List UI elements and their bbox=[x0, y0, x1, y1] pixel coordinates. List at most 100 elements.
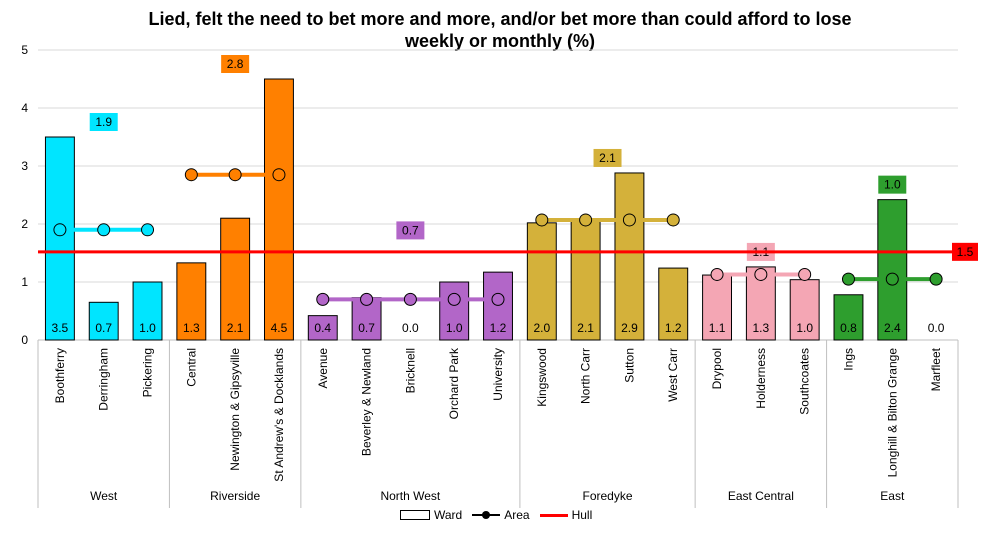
y-tick-label-1: 1 bbox=[21, 275, 28, 289]
hull-value-box bbox=[952, 242, 978, 261]
area-marker-2-0 bbox=[316, 292, 330, 306]
area-value-label-0: 1.9 bbox=[95, 115, 112, 129]
legend-ward-swatch bbox=[400, 510, 430, 520]
x-tick-label-4-2: Southcoates bbox=[798, 348, 812, 415]
bar-value-label-1-2: 4.5 bbox=[271, 321, 288, 335]
group-label-2: North West bbox=[380, 489, 440, 503]
bar-4-2 bbox=[789, 279, 820, 341]
legend-area-swatch bbox=[472, 510, 501, 520]
group-label-4: East Central bbox=[728, 489, 794, 503]
bar-value-label-2-4: 1.2 bbox=[490, 321, 507, 335]
area-value-label-5: 1.0 bbox=[884, 178, 901, 192]
x-tick-label-3-2: Sutton bbox=[622, 348, 636, 383]
area-marker-3-2 bbox=[622, 213, 636, 227]
area-marker-5-1 bbox=[885, 272, 899, 286]
x-tick-label-5-2: Marfleet bbox=[929, 347, 943, 391]
bar-value-label-2-2: 0.0 bbox=[402, 321, 419, 335]
bar-value-label-3-0: 2.0 bbox=[533, 321, 550, 335]
area-marker-2-1 bbox=[360, 292, 374, 306]
area-value-label-2: 0.7 bbox=[402, 223, 419, 237]
area-value-box-2 bbox=[396, 221, 425, 240]
area-marker-3-1 bbox=[579, 213, 593, 227]
bar-value-label-0-2: 1.0 bbox=[139, 321, 156, 335]
area-value-label-3: 2.1 bbox=[599, 151, 616, 165]
bar-1-0 bbox=[176, 262, 207, 341]
bar-value-label-5-2: 0.0 bbox=[928, 321, 945, 335]
x-tick-label-2-4: University bbox=[491, 348, 505, 401]
legend-ward-label: Ward bbox=[434, 508, 463, 522]
bar-value-label-1-0: 1.3 bbox=[183, 321, 200, 335]
area-marker-5-0 bbox=[841, 272, 855, 286]
x-tick-label-0-2: Pickering bbox=[141, 348, 155, 397]
area-value-box-0 bbox=[89, 113, 118, 131]
x-tick-label-3-3: West Carr bbox=[666, 348, 680, 402]
x-tick-label-3-0: Kingswood bbox=[535, 348, 549, 407]
bar-2-1 bbox=[351, 297, 382, 341]
x-tick-label-2-1: Beverley & Newland bbox=[360, 348, 374, 456]
bar-3-1 bbox=[570, 219, 601, 341]
area-value-box-1 bbox=[221, 55, 250, 73]
legend-hull-label: Hull bbox=[571, 508, 593, 522]
bar-value-label-1-1: 2.1 bbox=[227, 321, 244, 335]
area-marker-0-0 bbox=[53, 223, 67, 237]
legend-area-label: Area bbox=[504, 508, 530, 522]
x-tick-label-5-0: Ings bbox=[841, 348, 855, 371]
bar-3-3 bbox=[658, 267, 689, 341]
bar-2-3 bbox=[439, 281, 470, 341]
x-tick-label-4-1: Holderness bbox=[754, 348, 768, 409]
group-label-5: East bbox=[880, 489, 905, 503]
area-marker-1-1 bbox=[228, 168, 242, 182]
bar-value-label-3-1: 2.1 bbox=[577, 321, 594, 335]
x-tick-label-2-3: Orchard Park bbox=[447, 347, 461, 419]
x-tick-label-2-0: Avenue bbox=[316, 348, 330, 389]
bar-value-label-0-1: 0.7 bbox=[95, 321, 112, 335]
x-tick-label-3-1: North Carr bbox=[579, 348, 593, 404]
area-marker-5-2 bbox=[929, 272, 943, 286]
area-marker-4-1 bbox=[754, 267, 768, 281]
bar-value-label-0-0: 3.5 bbox=[52, 321, 69, 335]
bar-value-label-3-2: 2.9 bbox=[621, 321, 638, 335]
group-label-3: Foredyke bbox=[583, 489, 633, 503]
x-tick-label-2-2: Bricknell bbox=[403, 348, 417, 393]
area-marker-4-2 bbox=[798, 267, 812, 281]
area-marker-0-2 bbox=[141, 223, 155, 237]
legend-ward: Ward bbox=[400, 508, 462, 522]
bar-1-2 bbox=[263, 78, 294, 341]
bar-4-0 bbox=[702, 274, 733, 341]
bar-0-1 bbox=[88, 301, 119, 341]
group-label-0: West bbox=[90, 489, 118, 503]
chart-title: Lied, felt the need to bet more and more… bbox=[148, 9, 852, 51]
bar-2-4 bbox=[483, 271, 513, 341]
area-marker-2-3 bbox=[447, 292, 461, 306]
y-tick-label-4: 4 bbox=[21, 101, 28, 115]
y-tick-label-2: 2 bbox=[21, 217, 28, 231]
bar-2-0 bbox=[307, 315, 338, 341]
x-tick-label-1-1: Newington & Gipsyville bbox=[228, 348, 242, 471]
area-marker-0-1 bbox=[97, 223, 111, 237]
bar-value-label-4-1: 1.3 bbox=[753, 321, 770, 335]
bar-value-label-4-2: 1.0 bbox=[796, 321, 813, 335]
y-tick-label-5: 5 bbox=[21, 43, 28, 57]
legend-hull-swatch bbox=[539, 513, 568, 517]
legend-area: Area bbox=[472, 508, 530, 522]
x-tick-label-4-0: Drypool bbox=[710, 348, 724, 389]
y-tick-label-0: 0 bbox=[21, 333, 28, 347]
bar-3-0 bbox=[526, 222, 557, 341]
legend: Ward Area Hull bbox=[400, 508, 592, 522]
x-tick-label-5-1: Longhill & Bilton Grange bbox=[885, 348, 899, 478]
area-marker-3-0 bbox=[535, 213, 549, 227]
bar-5-1 bbox=[877, 199, 908, 341]
bar-1-1 bbox=[220, 217, 251, 341]
area-marker-4-0 bbox=[710, 267, 724, 281]
bar-value-label-2-3: 1.0 bbox=[446, 321, 463, 335]
hull-value-label: 1.5 bbox=[957, 245, 974, 259]
area-marker-2-2 bbox=[403, 292, 417, 306]
bar-0-2 bbox=[132, 281, 163, 341]
bar-value-label-5-0: 0.8 bbox=[840, 321, 857, 335]
legend-hull: Hull bbox=[539, 508, 593, 522]
x-tick-label-0-1: Derringham bbox=[97, 348, 111, 411]
area-marker-2-4 bbox=[491, 292, 505, 306]
bar-value-label-4-0: 1.1 bbox=[709, 321, 726, 335]
bar-value-label-3-3: 1.2 bbox=[665, 321, 682, 335]
